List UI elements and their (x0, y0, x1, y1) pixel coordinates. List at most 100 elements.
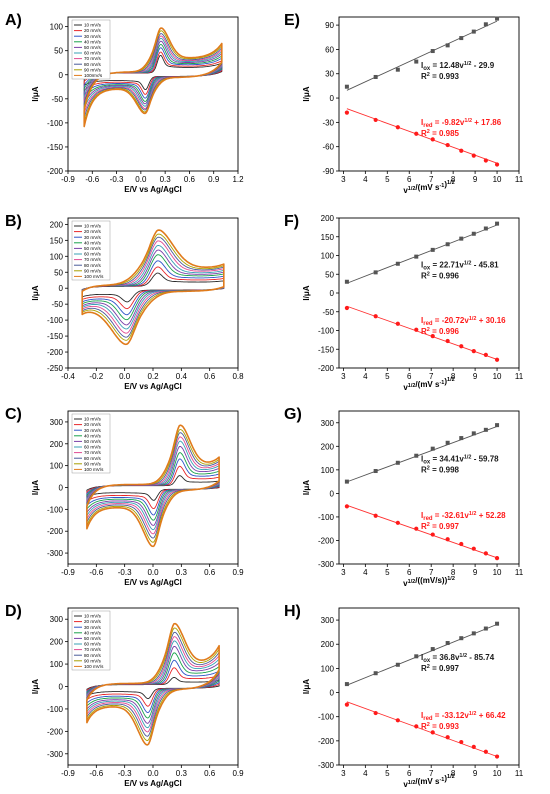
red-point (430, 730, 435, 735)
legend-entry: 50 mV/s (84, 45, 102, 50)
x-axis-label: v1/2/(mV s-1)1/2 (403, 774, 454, 789)
legend-entry: 20 mV/s (84, 422, 102, 427)
ox-point (459, 636, 464, 641)
panel-e-scatter: E) 3 4 5 6 7 8 9 10 11 -90 -60 -30 0 30 60 90 Iox = 12.48… (284, 12, 524, 195)
x-tick-label: 5 (385, 372, 390, 381)
panel-b-cv: B) -0.4 -0.2 0.0 0.2 0.4 0.6 0.8 -250 -200 -150 -10… (5, 213, 244, 391)
y-tick-label: -100 (47, 119, 64, 128)
x-tick-label: 11 (515, 372, 524, 381)
red-point (471, 349, 476, 354)
x-axis-label: v1/2/(mV s-1)1/2 (403, 377, 454, 392)
ox-point (430, 647, 435, 652)
x-tick-label: 4 (363, 769, 368, 778)
x-tick-label: 0.9 (208, 175, 220, 184)
legend-entry: 10 mV/s (84, 23, 102, 28)
legend-entry: 20 mV/s (84, 619, 102, 624)
ox-point (495, 221, 500, 226)
legend-entry: 80 mV/s (84, 263, 102, 268)
x-tick-label: 1.2 (232, 175, 244, 184)
cv-curve-10 (86, 424, 220, 548)
y-tick-label: -250 (47, 364, 64, 373)
ox-point (430, 49, 435, 54)
x-tick-label: 3 (341, 372, 346, 381)
panel-label: D) (5, 603, 22, 620)
panel-label: F) (284, 213, 299, 230)
red-point (471, 744, 476, 749)
legend-entry: 40 mV/s (84, 240, 102, 245)
red-point (414, 131, 419, 136)
y-tick-label: -200 (47, 727, 64, 736)
plot-frame (338, 217, 520, 369)
x-tick-label: -0.2 (89, 372, 103, 381)
y-tick-label: 300 (50, 615, 64, 624)
ox-point (395, 460, 400, 465)
ox-point (495, 423, 500, 428)
red-point (471, 546, 476, 551)
legend-entry: 100mV/s (84, 73, 103, 78)
red-point (445, 338, 450, 344)
y-tick-label: 50 (54, 268, 63, 277)
ox-point (483, 226, 488, 231)
legend-box (71, 413, 111, 474)
legend-entry: 60 mV/s (84, 51, 102, 56)
y-tick-label: -100 (47, 705, 64, 714)
legend-entry: 80 mV/s (84, 62, 102, 67)
ox-point (373, 270, 378, 275)
plot-frame (67, 16, 239, 172)
x-tick-label: 0.9 (232, 769, 244, 778)
y-axis-label: I/μA (302, 86, 311, 101)
y-tick-label: -200 (318, 364, 335, 373)
x-tick-label: 5 (385, 175, 390, 184)
x-tick-label: 0.0 (147, 769, 159, 778)
ox-point (344, 479, 349, 484)
cv-curves (86, 622, 220, 746)
legend-entry: 50 mV/s (84, 246, 102, 251)
red-point (373, 710, 378, 716)
legend-entry: 100 mV/s (84, 664, 104, 669)
y-tick-label: -150 (318, 345, 335, 354)
y-tick-label: -100 (318, 513, 335, 522)
ox-point (414, 453, 419, 458)
panel-label: G) (284, 406, 302, 423)
ox-point (445, 440, 450, 445)
x-tick-label: 6 (407, 769, 412, 778)
red-point (344, 702, 350, 707)
red-point (483, 749, 488, 754)
x-tick-label: -0.3 (110, 175, 124, 184)
x-tick-label: 3 (341, 175, 346, 184)
panel-label: H) (284, 603, 301, 620)
x-tick-label: 0.3 (176, 568, 188, 577)
cv-curve-10 (83, 27, 223, 128)
cv-curves (86, 424, 220, 548)
panel-a-cv: A) -0.9 -0.6 -0.3 0.0 0.3 0.6 0.9 1.2 -200 -150 -10… (5, 12, 244, 194)
x-tick-label: 0.3 (160, 175, 172, 184)
red-point (395, 520, 400, 525)
legend-box (71, 220, 111, 281)
legend-entry: 10 mV/s (84, 417, 102, 422)
x-tick-label: 0.0 (147, 568, 159, 577)
red-equation-r2: R2 = 0.985 (421, 129, 460, 138)
x-tick-label: 7 (429, 175, 434, 184)
y-tick-label: -30 (322, 118, 334, 127)
ox-point (445, 641, 450, 646)
red-point (459, 541, 464, 547)
y-tick-label: -200 (318, 536, 335, 545)
y-tick-label: -300 (318, 761, 335, 770)
panel-f-scatter: F) 3 4 5 6 7 8 9 10 11 -200 -150 -100 -50 0 50 100 150 200… (284, 213, 524, 392)
legend-entry: 20 mV/s (84, 229, 102, 234)
x-tick-label: 4 (363, 372, 368, 381)
ox-point (414, 254, 419, 259)
ox-point (344, 279, 349, 284)
x-tick-label: 9 (473, 372, 478, 381)
y-tick-label: -50 (51, 300, 63, 309)
y-tick-label: 150 (50, 236, 64, 245)
y-axis-label: I/μA (302, 679, 311, 694)
x-tick-label: 5 (385, 769, 390, 778)
ox-point (471, 631, 476, 636)
legend-box (71, 610, 111, 671)
ox-equation: Iox = 34.41v1/2 - 59.78 (421, 454, 499, 465)
legend: 10 mV/s20 mV/s30 mV/s40 mV/s50 mV/s60 mV… (71, 220, 111, 281)
x-tick-label: 6 (407, 372, 412, 381)
x-tick-label: 0.8 (232, 372, 244, 381)
legend-entry: 40 mV/s (84, 630, 102, 635)
